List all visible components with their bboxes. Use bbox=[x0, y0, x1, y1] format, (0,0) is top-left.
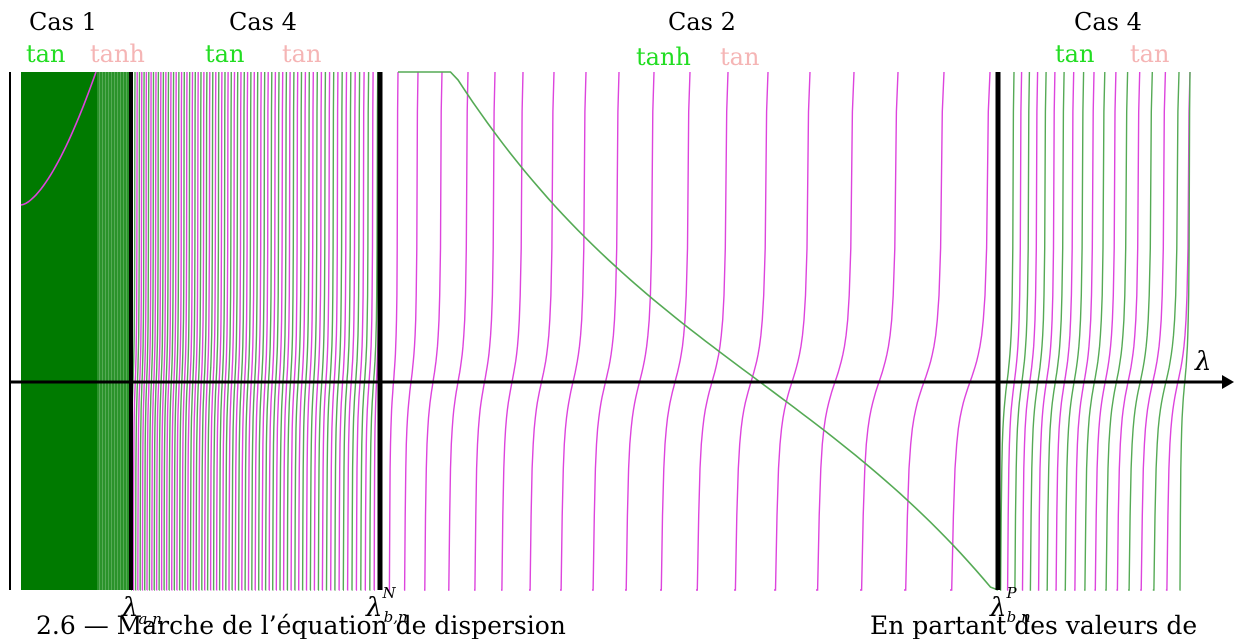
case4b-branch bbox=[999, 71, 1015, 591]
case4b-branch bbox=[1116, 71, 1141, 591]
case4a-branch bbox=[364, 71, 374, 591]
case2-tan-branch bbox=[424, 71, 443, 591]
fn-label-4b-right: tan bbox=[1130, 40, 1169, 68]
case2-tan-branch bbox=[774, 71, 811, 591]
threshold-label-bP: λP b,n bbox=[989, 584, 1031, 626]
case4b-branch bbox=[1006, 71, 1023, 591]
curves-layer bbox=[20, 71, 1191, 591]
case2-tan-branch bbox=[448, 71, 469, 591]
case1-tanh-arc bbox=[20, 71, 97, 206]
case2-tan-branch bbox=[592, 71, 620, 591]
x-axis-label: λ bbox=[1194, 347, 1211, 377]
x-axis-arrow bbox=[1222, 375, 1234, 389]
case4b-branch bbox=[1094, 71, 1117, 591]
case2-tan-branch bbox=[474, 71, 496, 591]
case4a-branch bbox=[334, 71, 343, 591]
case4a-branch bbox=[351, 71, 361, 591]
threshold-label-a: λa,n bbox=[121, 593, 162, 628]
case4a-branch bbox=[325, 71, 335, 591]
fn-label-4b-left: tan bbox=[1055, 40, 1094, 68]
case2-tan-branch bbox=[529, 71, 555, 591]
case4a-branch bbox=[294, 71, 303, 591]
case4a-branch bbox=[342, 71, 352, 591]
case4a-branch bbox=[301, 71, 310, 591]
case2-tan-branch bbox=[734, 71, 769, 591]
case2-tan-branch bbox=[625, 71, 655, 591]
case4b-branch bbox=[1152, 71, 1180, 591]
caption-left: 2.6 — Marche de l’équation de dispersion bbox=[36, 611, 566, 639]
caption-right: En partant des valeurs de bbox=[870, 611, 1197, 639]
case4b-branch bbox=[1074, 71, 1095, 591]
case2-tan-branch bbox=[816, 71, 855, 591]
case4a-branch bbox=[305, 71, 314, 591]
case-label-4a: Cas 4 bbox=[229, 8, 297, 36]
case2-tan-branch bbox=[950, 71, 991, 591]
case4b-branch bbox=[1128, 71, 1153, 591]
case4a-branch bbox=[338, 71, 348, 591]
case4b-branch bbox=[1084, 71, 1106, 591]
fn-label-2-left: tanh bbox=[636, 43, 691, 71]
case2-tan-branch bbox=[860, 71, 899, 591]
case4a-branch bbox=[346, 71, 356, 591]
case2-tan-branch bbox=[904, 71, 945, 591]
case2-tan-branch bbox=[501, 71, 524, 591]
case4a-branch bbox=[298, 71, 307, 591]
case2-tan-branch bbox=[560, 71, 587, 591]
case4a-branch bbox=[369, 71, 379, 591]
case2-tan-branch bbox=[388, 71, 399, 591]
case4b-branch bbox=[1055, 71, 1075, 591]
case4a-branch bbox=[330, 71, 339, 591]
fn-label-1-left: tan bbox=[26, 40, 65, 68]
case2-tan-branch bbox=[660, 71, 691, 591]
fn-label-1-right: tanh bbox=[90, 40, 145, 68]
case4b-branch bbox=[1140, 71, 1167, 591]
case4a-branch bbox=[290, 71, 299, 591]
threshold-label-bN: λN b,n bbox=[365, 584, 408, 626]
fn-label-2-right: tan bbox=[720, 43, 759, 71]
case4b-branch bbox=[1029, 71, 1047, 591]
case4b-branch bbox=[1014, 71, 1031, 591]
case4a-branch bbox=[355, 71, 365, 591]
case4b-branch bbox=[1037, 71, 1056, 591]
case4a-branch bbox=[321, 71, 331, 591]
case-label-4b: Cas 4 bbox=[1074, 8, 1142, 36]
case4b-branch bbox=[1046, 71, 1065, 591]
fn-label-4a-left: tan bbox=[205, 40, 244, 68]
case4a-branch bbox=[360, 71, 370, 591]
case2-tanh-curve bbox=[398, 71, 999, 591]
case-label-1: Cas 1 bbox=[29, 8, 97, 36]
case4b-branch bbox=[1064, 71, 1085, 591]
case-label-2: Cas 2 bbox=[668, 8, 736, 36]
case4b-branch bbox=[1021, 71, 1039, 591]
fn-label-4a-right: tan bbox=[282, 40, 321, 68]
case2-tan-branch bbox=[403, 71, 419, 591]
case4b-branch bbox=[1105, 71, 1129, 591]
case2-tan-branch bbox=[696, 71, 729, 591]
case4a-branch bbox=[309, 71, 318, 591]
